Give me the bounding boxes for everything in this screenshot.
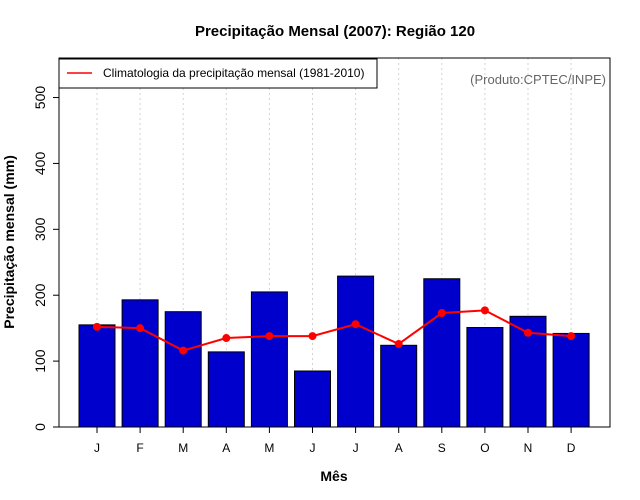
x-axis-label: Mês xyxy=(320,468,347,484)
y-axis-label: Precipitação mensal (mm) xyxy=(1,155,17,329)
y-tick-label: 100 xyxy=(32,349,48,373)
climatology-point xyxy=(524,328,532,337)
bar xyxy=(78,324,116,428)
bar xyxy=(121,299,159,428)
legend: Climatologia da precipitação mensal (198… xyxy=(58,58,378,89)
grid xyxy=(96,58,572,427)
legend-label: Climatologia da precipitação mensal (198… xyxy=(103,66,364,80)
chart-title: Precipitação Mensal (2007): Região 120 xyxy=(195,23,475,40)
bar xyxy=(466,327,504,428)
x-tick-label: A xyxy=(395,441,403,455)
bar xyxy=(207,351,245,428)
y-tick-label: 0 xyxy=(32,423,48,431)
x-tick-label: F xyxy=(136,441,143,455)
climatology-point xyxy=(93,322,101,331)
plot-frame xyxy=(58,57,611,428)
x-tick-label: N xyxy=(524,441,533,455)
bar xyxy=(552,332,590,428)
bar xyxy=(164,311,202,428)
y-tick-label: 400 xyxy=(32,152,48,176)
climatology-point xyxy=(351,320,360,329)
x-tick-label: M xyxy=(178,441,188,455)
climatology-point xyxy=(136,324,145,333)
climatology-point xyxy=(394,339,403,348)
x-tick-label: J xyxy=(353,441,359,455)
bar xyxy=(337,275,375,428)
bar xyxy=(380,344,418,428)
legend-box xyxy=(58,58,378,89)
climatology-point xyxy=(265,332,274,341)
bar xyxy=(250,291,288,428)
bar xyxy=(423,278,461,428)
y-tick-label: 500 xyxy=(32,86,48,110)
y-tick-label: 200 xyxy=(32,283,48,307)
bar xyxy=(294,370,331,428)
y-axis: 0 100 200 300 400 500 xyxy=(32,86,59,431)
x-tick-label: J xyxy=(310,441,316,455)
y-tick-label: 300 xyxy=(32,217,48,241)
x-tick-label: A xyxy=(222,441,230,455)
x-tick-label: O xyxy=(480,441,489,455)
x-tick-label: S xyxy=(438,441,446,455)
climatology-point xyxy=(308,332,317,341)
climatology-point xyxy=(567,332,576,341)
bars xyxy=(78,275,590,428)
x-tick-label: M xyxy=(264,441,274,455)
climatology-line xyxy=(96,309,572,352)
climatology-point xyxy=(179,346,188,355)
climatology-point xyxy=(480,306,489,315)
climatology-point xyxy=(437,309,446,318)
climatology-line-series xyxy=(93,306,576,355)
climatology-point xyxy=(222,334,231,343)
x-tick-label: D xyxy=(567,441,576,455)
source-note: (Produto:CPTEC/INPE) xyxy=(470,72,606,87)
x-tick-label: J xyxy=(94,441,100,455)
